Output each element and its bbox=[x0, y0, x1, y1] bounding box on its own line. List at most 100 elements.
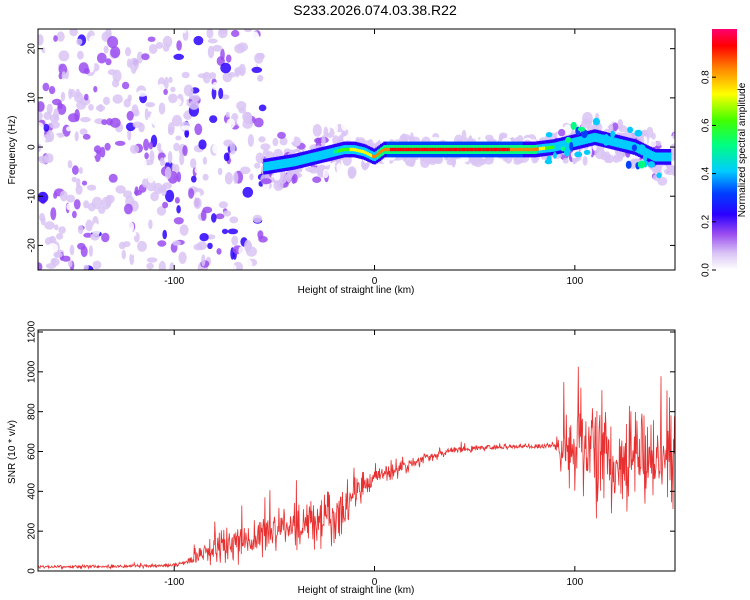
colorbar-tick-label: 0.4 bbox=[701, 166, 712, 180]
spectrogram-blob bbox=[240, 166, 251, 175]
spectrogram-blob bbox=[128, 243, 137, 256]
spectrogram-ridge-core bbox=[487, 147, 491, 152]
spectrogram-ridge-mid bbox=[646, 148, 649, 158]
spectrogram-ridge-core bbox=[447, 147, 450, 152]
spectrogram-ridge-mid bbox=[296, 156, 300, 166]
spectrogram-ridge-spot bbox=[565, 136, 572, 144]
spectrogram-blob bbox=[167, 151, 173, 164]
spectrogram-ridge-core bbox=[386, 147, 390, 152]
spectrogram-blob bbox=[190, 158, 197, 169]
spectrogram-ridge-mid bbox=[623, 140, 627, 150]
spectrogram-ridge-core bbox=[391, 147, 394, 152]
spectrogram-blob bbox=[198, 139, 207, 150]
spectrogram-ridge-mid bbox=[276, 160, 279, 170]
spectrogram-blob bbox=[191, 94, 200, 102]
spectrogram-blob bbox=[176, 205, 181, 214]
spectrogram-blob bbox=[221, 94, 230, 100]
spectrogram-ridge-spot bbox=[592, 117, 601, 126]
spectrogram-blob bbox=[212, 44, 223, 52]
spectrogram-blob bbox=[592, 144, 597, 151]
spectrogram-blob bbox=[90, 233, 100, 241]
spectrogram-blob bbox=[305, 166, 316, 173]
spectrogram-blob bbox=[158, 102, 166, 115]
snr-ytick-label: 800 bbox=[27, 403, 38, 420]
spectrogram-blob bbox=[176, 40, 182, 51]
spectrogram-blob bbox=[236, 116, 243, 127]
spectrogram-blob bbox=[81, 180, 88, 186]
spectrogram-ridge-mid bbox=[314, 152, 317, 162]
spectrogram-blob bbox=[69, 244, 75, 256]
spectrogram-ridge-core bbox=[457, 147, 460, 152]
spectrogram-blob bbox=[146, 262, 154, 270]
spectrogram-ridge-core bbox=[519, 147, 523, 152]
spectrogram-ridge-mid bbox=[290, 157, 293, 167]
spectrogram-ridge-core bbox=[471, 147, 475, 152]
spectrogram-ridge-core bbox=[410, 147, 414, 152]
spectrogram-ridge-core bbox=[384, 147, 388, 152]
spectrogram-ridge-core bbox=[530, 147, 534, 152]
spectrogram-ridge-mid bbox=[583, 135, 587, 145]
spectrogram-blob bbox=[182, 29, 187, 34]
spectrogram-blob bbox=[112, 79, 120, 88]
spectrogram-blob bbox=[409, 132, 414, 145]
spectrogram-ridge-core bbox=[452, 147, 455, 152]
spectrogram-ridge-core bbox=[389, 147, 393, 152]
spectrogram-blob bbox=[60, 91, 66, 102]
spectrogram-blob bbox=[180, 125, 191, 131]
spectrogram-blob bbox=[88, 104, 94, 111]
spectrogram-blob bbox=[57, 103, 67, 115]
spectrogram-ridge-spot bbox=[552, 152, 557, 159]
spectrogram-ridge-mid bbox=[306, 154, 309, 163]
spectrogram-ridge-mid bbox=[590, 133, 593, 143]
spectrogram-blob bbox=[262, 149, 270, 156]
spectrogram-blob bbox=[373, 163, 385, 169]
spectrogram-blob bbox=[223, 152, 230, 162]
spectrogram-blob bbox=[233, 171, 239, 184]
spectrogram-blob bbox=[191, 175, 197, 183]
spectrogram-ridge-mid bbox=[274, 160, 277, 170]
spectrogram-ridge-core bbox=[364, 150, 367, 154]
spectrogram-blob bbox=[258, 236, 268, 243]
spectrogram-blob bbox=[129, 144, 140, 154]
spectrogram-blob bbox=[122, 241, 131, 248]
spectrogram-blob bbox=[643, 167, 651, 178]
spectrogram-blob bbox=[168, 93, 178, 104]
spectrogram-blob bbox=[123, 203, 133, 215]
spectrogram-blob bbox=[218, 87, 224, 100]
spectrogram-blob bbox=[408, 154, 416, 167]
spectrogram-ridge-spot bbox=[634, 129, 643, 137]
spectrogram-blob bbox=[148, 141, 153, 150]
spectrogram-blob bbox=[250, 31, 260, 43]
spectrogram-ridge-spot bbox=[648, 161, 655, 168]
spectrogram-ridge-mid bbox=[301, 155, 305, 165]
spectrogram-ridge-mid bbox=[272, 160, 276, 170]
spectrogram-ridge-core bbox=[493, 147, 497, 152]
spectrogram-blob bbox=[205, 213, 211, 226]
colorbar-label: Normalized spectral amplitude bbox=[737, 82, 748, 217]
spectrogram-ridge-core bbox=[405, 147, 409, 152]
spectrogram-ridge-core bbox=[506, 147, 510, 152]
spectrogram-blob bbox=[218, 236, 225, 245]
spectrogram-blob bbox=[655, 140, 662, 147]
spectrogram-ridge-core bbox=[413, 147, 417, 152]
spectrogram-blob bbox=[148, 44, 158, 54]
spectrogram-ridge-mid bbox=[561, 140, 564, 150]
spectrogram-ridge-core bbox=[514, 147, 518, 152]
spectrogram-ridge-mid bbox=[599, 134, 603, 144]
spectrogram-ridge-core bbox=[381, 149, 385, 153]
spectrogram-blob bbox=[38, 111, 43, 121]
spectrogram-blob bbox=[109, 132, 117, 138]
spectrogram-ridge-mid bbox=[626, 140, 630, 150]
spectrogram-ridge-core bbox=[465, 147, 468, 152]
spectrogram-ridge-mid bbox=[659, 152, 662, 162]
spectrogram-ridge-core bbox=[500, 147, 503, 152]
spectrogram-blob bbox=[42, 82, 50, 92]
spectrogram-ridge-core bbox=[365, 151, 369, 155]
spectrogram-blob bbox=[156, 206, 167, 216]
spectrogram-blob bbox=[129, 252, 135, 265]
snr-xtick-label: -100 bbox=[164, 577, 184, 588]
spectrogram-blob bbox=[184, 129, 190, 138]
spectrogram-blob bbox=[149, 150, 155, 163]
spectrogram-blob bbox=[207, 242, 213, 250]
